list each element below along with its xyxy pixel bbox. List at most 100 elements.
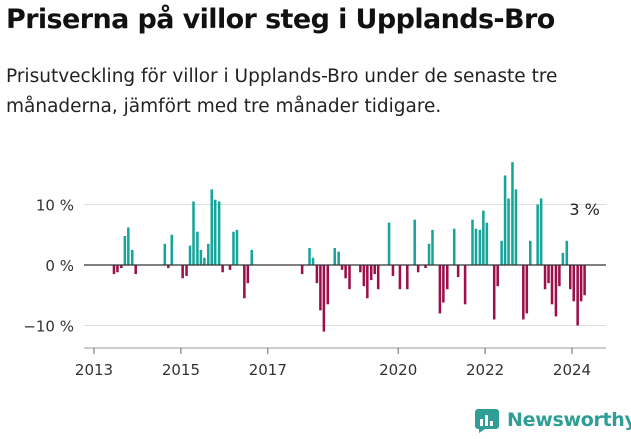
axes [84,264,606,354]
bar [456,265,460,278]
bar [554,265,558,317]
bar [163,243,167,265]
bar [127,227,130,265]
bar [536,204,539,265]
bar [199,249,203,266]
bar [539,198,543,265]
bar [311,257,315,265]
bar [185,265,188,276]
bar [431,229,434,265]
y-tick-label: 0 % [45,257,74,275]
bar [463,265,467,305]
y-tick-label: −10 % [23,318,74,336]
bar [188,245,192,265]
x-tick-label: 2024 [553,361,591,379]
bar [250,249,253,266]
bar [344,265,347,279]
bar [232,231,235,265]
bar [576,265,579,326]
bar [167,265,170,269]
bar [565,240,569,265]
last-value-label: 3 % [569,200,599,219]
chart-title: Priserna på villor steg i Upplands-Bro [6,4,555,35]
bar [496,265,499,287]
bar [561,252,565,265]
bar [416,265,420,273]
bar [326,265,330,305]
bar [192,201,195,265]
bar [579,265,583,302]
gridlines [84,204,606,326]
x-tick-label: 2013 [75,361,113,379]
bar [427,243,431,265]
bar [120,265,123,269]
bar [134,265,137,275]
bar [359,265,362,273]
bar [568,265,572,290]
bar [337,251,340,265]
bar [474,228,478,265]
bar [369,265,373,281]
bar [485,222,489,265]
y-tick-label: 10 % [36,197,74,215]
bar [170,234,174,265]
bar [478,229,482,265]
bar [213,199,217,265]
bar [424,265,427,269]
bar [583,265,586,296]
newsworthy-logo-text: Newsworthy [507,409,631,431]
bar [348,265,351,290]
bar [438,265,442,314]
newsworthy-logo-icon [475,409,499,433]
x-tick-label: 2015 [162,361,200,379]
bar [123,235,127,265]
bar [492,265,496,320]
bar [558,265,561,287]
bar [207,243,210,265]
bar [500,240,503,265]
bar [503,175,507,265]
bar [246,265,250,284]
bar [376,265,380,290]
bar [543,265,547,290]
bar [406,265,409,290]
bar [116,265,119,273]
chart-subtitle: Prisutveckling för villor i Upplands-Bro… [6,66,558,117]
newsworthy-logo[interactable]: Newsworthy [474,407,631,433]
bar [398,265,402,290]
bar [471,219,474,266]
bar [511,162,514,265]
bar [525,265,529,314]
bar [112,265,116,275]
bar [522,265,525,320]
bar [181,265,184,279]
bar [221,265,224,273]
bar [507,198,510,265]
bar [572,265,575,302]
bar [529,240,532,265]
bar [547,265,550,284]
bar [315,265,319,284]
bar [322,265,326,332]
bar [366,265,369,299]
labels: 10 % 0 % −10 % 2013 2015 2017 2020 2022 2024 3 % [23,197,600,380]
bar [391,265,395,276]
bar [235,229,239,265]
bar [373,265,376,275]
x-tick-label: 2017 [249,361,287,379]
bar [514,189,518,266]
x-tick-label: 2020 [379,361,417,379]
bar [442,265,445,303]
bar [228,265,232,270]
bar [413,219,416,266]
x-tick-label: 2022 [466,361,504,379]
bar [319,265,322,311]
bar [482,210,485,265]
bar [217,201,221,265]
bar [300,265,304,275]
bar [243,265,246,299]
bar [203,257,206,265]
bar [446,265,449,290]
bar [333,248,336,265]
